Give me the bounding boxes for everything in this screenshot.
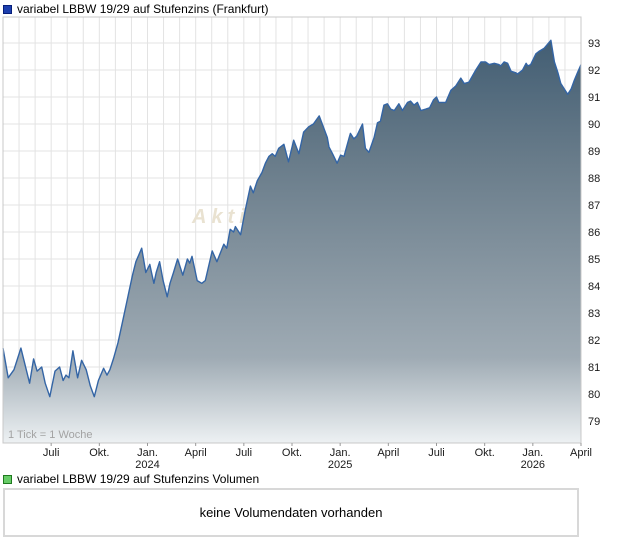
chart-header: variabel LBBW 19/29 auf Stufenzins (Fran… bbox=[3, 2, 268, 16]
price-area-fill bbox=[3, 40, 581, 443]
x-axis-year-label: 2026 bbox=[521, 459, 545, 470]
y-axis-label: 86 bbox=[588, 227, 600, 239]
x-axis-label: Okt. bbox=[282, 447, 302, 459]
y-axis-label: 79 bbox=[588, 416, 600, 428]
x-axis-label: Jan. bbox=[330, 447, 351, 459]
price-chart: Aktiencheck.de79808182838485868788899091… bbox=[2, 16, 600, 470]
tick-interval-note: 1 Tick = 1 Woche bbox=[8, 429, 92, 441]
y-axis-label: 85 bbox=[588, 254, 600, 266]
x-axis-label: April bbox=[570, 447, 592, 459]
volume-panel: keine Volumendaten vorhanden bbox=[3, 488, 579, 537]
price-line bbox=[2, 39, 582, 398]
x-axis-label: Okt. bbox=[475, 447, 495, 459]
x-axis-label: April bbox=[185, 447, 207, 459]
y-axis-label: 82 bbox=[588, 335, 600, 347]
volume-empty-message: keine Volumendaten vorhanden bbox=[199, 505, 383, 520]
y-axis-label: 84 bbox=[588, 281, 600, 293]
volume-title: variabel LBBW 19/29 auf Stufenzins Volum… bbox=[17, 472, 260, 486]
x-axis-label: Juli bbox=[428, 447, 445, 459]
y-axis-label: 92 bbox=[588, 65, 600, 77]
volume-header: variabel LBBW 19/29 auf Stufenzins Volum… bbox=[3, 472, 259, 486]
y-axis-label: 81 bbox=[588, 362, 600, 374]
volume-series-legend-icon bbox=[3, 474, 12, 484]
y-axis-label: 80 bbox=[588, 389, 600, 401]
x-axis-label: Juli bbox=[236, 447, 253, 459]
x-axis-year-label: 2024 bbox=[135, 459, 159, 470]
x-axis-label: Okt. bbox=[89, 447, 109, 459]
y-axis-label: 89 bbox=[588, 146, 600, 158]
y-axis-label: 90 bbox=[588, 119, 600, 131]
price-series-legend-icon bbox=[3, 4, 12, 14]
y-axis-label: 91 bbox=[588, 92, 600, 104]
y-axis-label: 93 bbox=[588, 38, 600, 50]
x-axis-label: Juli bbox=[43, 447, 60, 459]
x-axis-label: Jan. bbox=[137, 447, 158, 459]
y-axis-label: 83 bbox=[588, 308, 600, 320]
x-axis-year-label: 2025 bbox=[328, 459, 352, 470]
x-axis-label: April bbox=[377, 447, 399, 459]
x-axis-label: Jan. bbox=[522, 447, 543, 459]
chart-title: variabel LBBW 19/29 auf Stufenzins (Fran… bbox=[17, 2, 269, 16]
y-axis-label: 87 bbox=[588, 200, 600, 212]
y-axis-label: 88 bbox=[588, 173, 600, 185]
